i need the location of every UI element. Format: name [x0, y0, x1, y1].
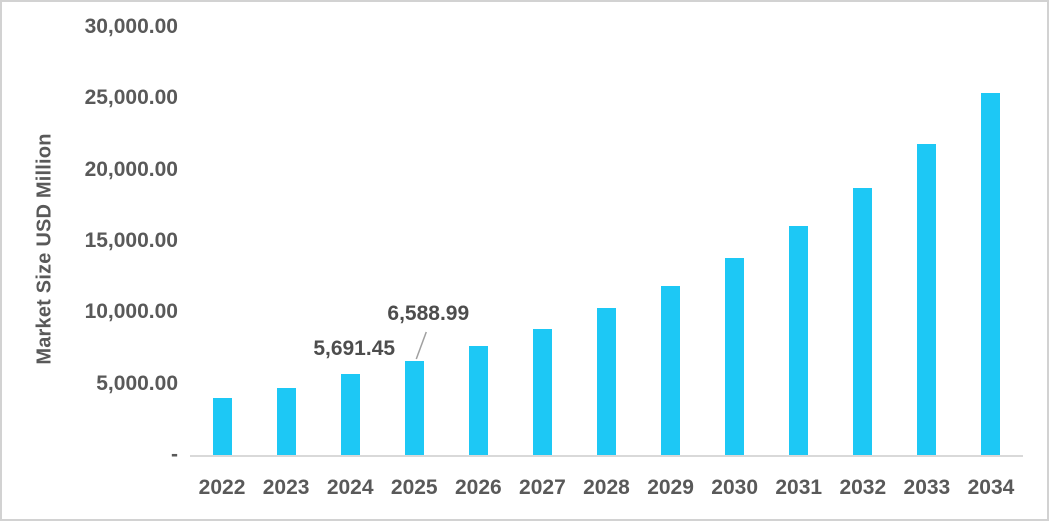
y-tick-label-0: - — [171, 443, 178, 466]
bar-2034 — [981, 92, 1001, 455]
y-tick-label-15000: 15,000.00 — [84, 229, 178, 252]
bar-2027 — [532, 328, 552, 455]
bar-2024 — [340, 373, 360, 455]
x-tick-label-2033: 2033 — [903, 476, 951, 499]
bar-2023 — [276, 387, 296, 455]
bar-2022 — [212, 397, 232, 455]
x-tick-label-2028: 2028 — [583, 476, 630, 499]
x-tick-label-2027: 2027 — [519, 476, 566, 499]
x-axis-line — [190, 455, 1023, 457]
x-tick-label-2023: 2023 — [262, 476, 310, 499]
bar-2032 — [853, 187, 873, 455]
x-tick-label-2024: 2024 — [326, 476, 374, 499]
x-tick-label-2030: 2030 — [711, 476, 758, 499]
bar-2031 — [789, 225, 809, 455]
y-tick-label-5000: 5,000.00 — [96, 371, 178, 395]
bar-2028 — [597, 308, 616, 455]
x-tick-label-2026: 2026 — [454, 476, 502, 499]
bar-2025 — [404, 360, 424, 455]
leader-line-2025 — [415, 331, 427, 360]
y-tick-label-30000: 30,000.00 — [84, 15, 178, 38]
x-tick-label-2022: 2022 — [198, 476, 246, 499]
data-label-2024: 5,691.45 — [313, 336, 396, 360]
x-tick-label-2034: 2034 — [967, 476, 1015, 499]
x-tick-label-2032: 2032 — [839, 476, 887, 499]
x-tick-label-2031: 2031 — [775, 476, 823, 499]
x-tick-label-2029: 2029 — [647, 476, 694, 499]
y-tick-label-20000: 20,000.00 — [84, 157, 178, 181]
bar-2030 — [725, 257, 745, 455]
x-tick-label-2025: 2025 — [390, 476, 438, 499]
y-tick-label-10000: 10,000.00 — [84, 300, 178, 324]
data-label-2025: 6,588.99 — [387, 301, 470, 325]
bar-2026 — [468, 345, 488, 455]
bar-2029 — [661, 285, 681, 455]
bar-2033 — [917, 143, 937, 455]
y-tick-label-25000: 25,000.00 — [84, 86, 178, 110]
